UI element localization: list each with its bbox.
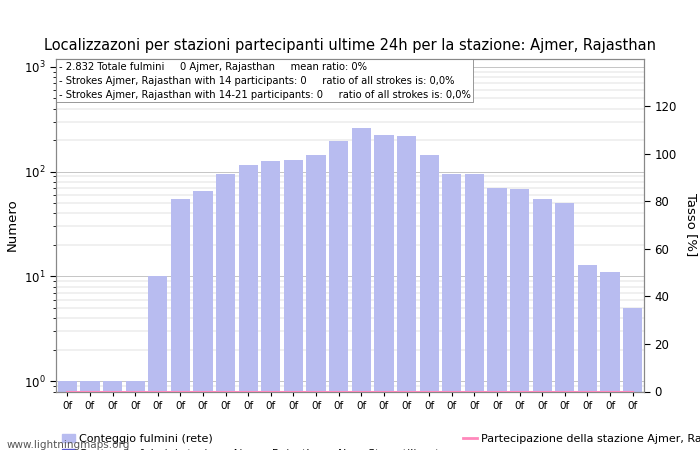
Bar: [216, 174, 235, 450]
Bar: [103, 381, 122, 450]
Text: www.lightningmaps.org: www.lightningmaps.org: [7, 440, 130, 450]
Bar: [397, 136, 416, 450]
Title: Localizzazoni per stazioni partecipanti ultime 24h per la stazione: Ajmer, Rajas: Localizzazoni per stazioni partecipanti …: [44, 38, 656, 53]
Bar: [80, 381, 99, 450]
Bar: [442, 174, 461, 450]
Bar: [555, 203, 575, 450]
Bar: [487, 188, 507, 450]
Bar: [419, 155, 439, 450]
Bar: [57, 381, 77, 450]
Bar: [465, 174, 484, 450]
Bar: [578, 265, 597, 450]
Bar: [623, 308, 643, 450]
Bar: [284, 160, 303, 450]
Bar: [261, 162, 281, 450]
Bar: [148, 276, 167, 450]
Text: - 2.832 Totale fulmini     0 Ajmer, Rajasthan     mean ratio: 0%
- Strokes Ajmer: - 2.832 Totale fulmini 0 Ajmer, Rajastha…: [59, 62, 471, 100]
Bar: [307, 155, 326, 450]
Bar: [329, 141, 349, 450]
Bar: [510, 189, 529, 450]
Bar: [193, 191, 213, 450]
Bar: [533, 199, 552, 450]
Bar: [601, 272, 620, 450]
Legend: Conteggio fulmini (rete), Conteggio fulmini stazione Ajmer, Rajasthan   Num Staz: Conteggio fulmini (rete), Conteggio fulm…: [62, 434, 700, 450]
Bar: [239, 165, 258, 450]
Y-axis label: Numero: Numero: [6, 198, 18, 252]
Bar: [171, 199, 190, 450]
Y-axis label: Tasso [%]: Tasso [%]: [685, 194, 698, 256]
Bar: [125, 381, 145, 450]
Bar: [374, 135, 393, 450]
Bar: [351, 128, 371, 450]
